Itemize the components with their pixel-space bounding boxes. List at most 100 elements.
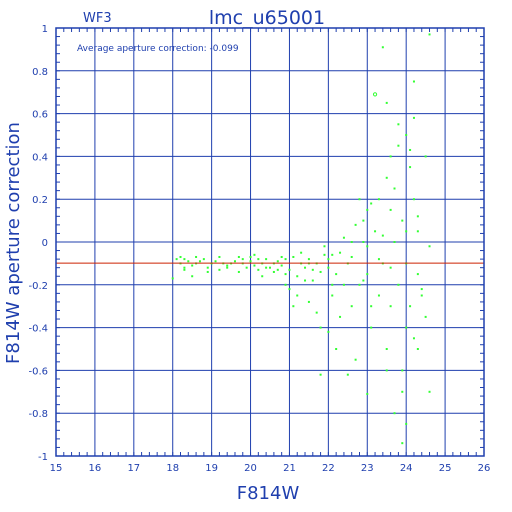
data-point bbox=[354, 223, 357, 226]
x-tick-label: 25 bbox=[439, 463, 452, 474]
data-point bbox=[331, 294, 334, 297]
plot-grid bbox=[55, 27, 485, 457]
data-point bbox=[339, 251, 342, 254]
data-point bbox=[237, 255, 240, 258]
chip-label: WF3 bbox=[83, 11, 112, 26]
data-point bbox=[370, 305, 373, 308]
data-point bbox=[401, 390, 404, 393]
x-tick-label: 17 bbox=[127, 463, 140, 474]
y-tick-label: 0.6 bbox=[32, 110, 48, 121]
data-point bbox=[370, 326, 373, 329]
data-point bbox=[385, 369, 388, 372]
data-point bbox=[280, 264, 283, 267]
data-point bbox=[265, 258, 268, 261]
data-point bbox=[179, 255, 182, 258]
data-point bbox=[226, 264, 229, 267]
data-point bbox=[405, 134, 408, 136]
data-point bbox=[253, 253, 256, 256]
data-point bbox=[372, 92, 378, 97]
data-point bbox=[405, 326, 408, 329]
data-point bbox=[284, 283, 287, 286]
x-tick-label: 21 bbox=[283, 463, 296, 474]
data-point bbox=[307, 258, 310, 261]
data-point bbox=[416, 230, 419, 233]
data-point bbox=[401, 219, 404, 222]
data-point bbox=[381, 234, 384, 237]
data-point bbox=[284, 273, 287, 276]
data-point bbox=[393, 412, 396, 415]
x-tick-label: 23 bbox=[361, 463, 374, 474]
data-point bbox=[385, 176, 388, 179]
data-point bbox=[409, 305, 412, 308]
data-point bbox=[311, 279, 314, 282]
data-point bbox=[339, 315, 342, 318]
data-point bbox=[280, 255, 283, 258]
data-point bbox=[397, 144, 400, 147]
data-point bbox=[319, 373, 322, 376]
data-point bbox=[249, 260, 252, 263]
data-point bbox=[389, 266, 392, 269]
data-point bbox=[366, 392, 369, 395]
data-points bbox=[171, 33, 431, 445]
data-point bbox=[292, 255, 295, 258]
y-tick-label: -0.8 bbox=[28, 409, 48, 420]
data-point bbox=[269, 266, 271, 269]
data-point bbox=[272, 270, 275, 273]
data-point bbox=[296, 294, 299, 297]
data-point bbox=[377, 258, 380, 261]
data-point bbox=[389, 305, 392, 308]
x-tick-label: 22 bbox=[322, 463, 335, 474]
data-point bbox=[362, 219, 365, 222]
y-tick-label: -1 bbox=[38, 452, 48, 463]
data-point bbox=[362, 241, 365, 243]
data-point bbox=[331, 283, 334, 286]
data-point bbox=[195, 255, 198, 258]
y-axis-label: F814W aperture correction bbox=[3, 122, 24, 364]
data-point bbox=[253, 264, 256, 267]
data-point bbox=[323, 245, 326, 248]
data-point bbox=[175, 258, 178, 261]
data-point bbox=[397, 283, 400, 286]
data-point bbox=[218, 268, 221, 271]
data-point bbox=[191, 275, 194, 278]
data-point bbox=[241, 258, 244, 261]
data-point bbox=[416, 215, 419, 218]
data-point bbox=[304, 266, 307, 269]
data-point bbox=[362, 279, 365, 282]
data-point bbox=[354, 358, 357, 361]
x-tick-label: 15 bbox=[50, 463, 63, 474]
data-point bbox=[288, 268, 291, 271]
data-point bbox=[327, 266, 330, 269]
data-point bbox=[191, 264, 194, 267]
data-point bbox=[428, 245, 431, 248]
data-point bbox=[214, 260, 217, 263]
data-point bbox=[393, 187, 396, 190]
data-point bbox=[300, 251, 303, 254]
data-point bbox=[412, 80, 415, 83]
data-point bbox=[296, 275, 299, 278]
data-point bbox=[342, 283, 345, 286]
data-point bbox=[198, 260, 201, 263]
data-point bbox=[319, 270, 322, 273]
data-point bbox=[358, 283, 361, 286]
data-point bbox=[284, 258, 287, 261]
data-point bbox=[276, 268, 279, 271]
data-point bbox=[370, 202, 373, 205]
y-tick-label: 0.4 bbox=[32, 152, 48, 163]
data-point bbox=[401, 442, 404, 445]
data-point bbox=[401, 369, 404, 372]
y-tick-label: -0.4 bbox=[28, 324, 48, 335]
data-point bbox=[183, 258, 186, 261]
data-point bbox=[350, 255, 353, 258]
data-point bbox=[323, 253, 326, 256]
data-point bbox=[245, 266, 248, 269]
data-point bbox=[346, 373, 349, 376]
data-point bbox=[420, 288, 423, 291]
data-point bbox=[311, 268, 314, 271]
data-point bbox=[366, 273, 369, 276]
data-point bbox=[206, 270, 209, 273]
y-tick-label: -0.2 bbox=[28, 281, 48, 292]
x-tick-label: 24 bbox=[400, 463, 413, 474]
data-point bbox=[389, 155, 392, 158]
data-point bbox=[409, 166, 412, 169]
